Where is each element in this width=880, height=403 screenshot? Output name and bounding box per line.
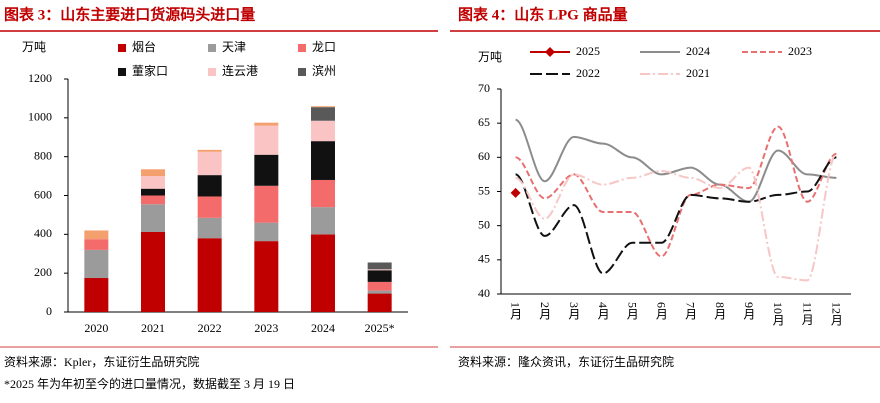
- legend-label: 天津: [222, 40, 246, 54]
- y-tick-label: 40: [478, 286, 490, 300]
- bar-segment: [141, 195, 165, 205]
- legend-swatch: [298, 44, 306, 52]
- bar-segment: [84, 249, 109, 279]
- bar-segment: [311, 120, 335, 142]
- bar-segment: [197, 238, 222, 312]
- chart-title: 图表 4：山东 LPG 商品量: [458, 5, 628, 23]
- x-tick-label: 2021: [141, 321, 165, 335]
- legend-label: 烟台: [132, 39, 156, 54]
- legend-label: 龙口: [312, 40, 336, 54]
- bar-segment: [84, 239, 109, 250]
- bar-segment: [367, 293, 392, 312]
- bar-segment: [141, 188, 165, 196]
- legend-marker: [545, 47, 555, 57]
- bar-segment: [254, 222, 279, 242]
- y-axis-label: 万吨: [478, 50, 502, 64]
- bar-segment: [197, 196, 222, 218]
- bar-segment: [311, 107, 335, 121]
- bar-segment: [254, 122, 279, 126]
- x-tick-label: 1月: [509, 302, 523, 321]
- y-tick-label: 70: [478, 81, 490, 95]
- bar-segment: [84, 278, 109, 312]
- legend-swatch: [208, 44, 216, 52]
- chart-title: 图表 3：山东主要进口货源码头进口量: [4, 5, 255, 23]
- y-tick-label: 50: [478, 217, 490, 231]
- line: [515, 125, 837, 258]
- bar-segment: [311, 234, 335, 312]
- line: [515, 118, 837, 203]
- bar-segment: [197, 151, 222, 176]
- x-tick-label: 2024: [311, 321, 335, 335]
- legend-label: 董家口: [132, 63, 168, 78]
- legend-label: 滨州: [312, 63, 336, 78]
- point: [510, 187, 521, 198]
- x-tick-label: 6月: [654, 302, 668, 321]
- bar-segment: [197, 175, 222, 197]
- x-tick-label: 12月: [829, 302, 843, 327]
- legend-swatch: [208, 68, 216, 76]
- bar-segment: [197, 149, 222, 152]
- line: [515, 156, 837, 275]
- source-note: 资料来源：Kpler，东证衍生品研究院: [4, 354, 199, 369]
- x-tick-label: 7月: [684, 302, 698, 321]
- legend-label: 2021: [686, 66, 710, 80]
- legend-label: 连云港: [222, 63, 258, 78]
- y-tick-label: 55: [478, 183, 490, 197]
- legend-label: 2025: [576, 44, 600, 58]
- y-tick-label: 1000: [28, 110, 52, 124]
- y-tick-label: 60: [478, 149, 490, 163]
- bar-segment: [197, 217, 222, 239]
- x-tick-label: 9月: [742, 302, 756, 321]
- legend-swatch: [118, 44, 126, 52]
- x-tick-label: 10月: [771, 302, 785, 327]
- bar-segment: [254, 125, 279, 155]
- x-tick-label: 2月: [538, 302, 552, 321]
- bar-segment: [367, 269, 392, 271]
- legend-swatch: [118, 68, 126, 76]
- bar-segment: [254, 241, 279, 312]
- y-tick-label: 400: [34, 226, 52, 240]
- x-tick-label: 2022: [198, 321, 222, 335]
- x-tick-label: 3月: [567, 302, 581, 321]
- bar-segment: [367, 281, 392, 291]
- bar-segment: [367, 290, 392, 294]
- y-tick-label: 600: [34, 187, 52, 201]
- y-tick-label: 45: [478, 252, 490, 266]
- bar-segment: [84, 230, 109, 240]
- y-tick-label: 200: [34, 265, 52, 279]
- x-tick-label: 2025*: [365, 321, 395, 335]
- bar-segment: [311, 207, 335, 235]
- y-axis-label: 万吨: [22, 40, 46, 54]
- bar-segment: [141, 204, 165, 233]
- bar-segment: [311, 106, 335, 108]
- bar-segment: [254, 185, 279, 223]
- x-tick-label: 2020: [84, 321, 108, 335]
- x-tick-label: 5月: [625, 302, 639, 321]
- source-note: 资料来源：隆众资讯，东证衍生品研究院: [458, 354, 674, 369]
- y-tick-label: 65: [478, 115, 490, 129]
- footnote: *2025 年为年初至今的进口量情况，数据截至 3 月 19 日: [4, 376, 295, 391]
- bar-segment: [311, 141, 335, 180]
- bar-segment: [141, 169, 165, 177]
- bar-segment: [311, 179, 335, 208]
- bar-segment: [367, 270, 392, 282]
- bar-segment: [367, 262, 392, 270]
- legend-label: 2023: [788, 44, 812, 58]
- bar-segment: [254, 154, 279, 186]
- bar-segment: [141, 176, 165, 189]
- x-tick-label: 4月: [596, 302, 610, 321]
- y-tick-label: 1200: [28, 71, 52, 85]
- x-tick-label: 8月: [713, 302, 727, 321]
- y-tick-label: 0: [46, 304, 52, 318]
- y-tick-label: 800: [34, 148, 52, 162]
- bar-segment: [141, 232, 165, 312]
- x-tick-label: 11月: [800, 302, 814, 326]
- legend-label: 2022: [576, 66, 600, 80]
- legend-label: 2024: [686, 44, 710, 58]
- legend-swatch: [298, 68, 306, 76]
- x-tick-label: 2023: [254, 321, 278, 335]
